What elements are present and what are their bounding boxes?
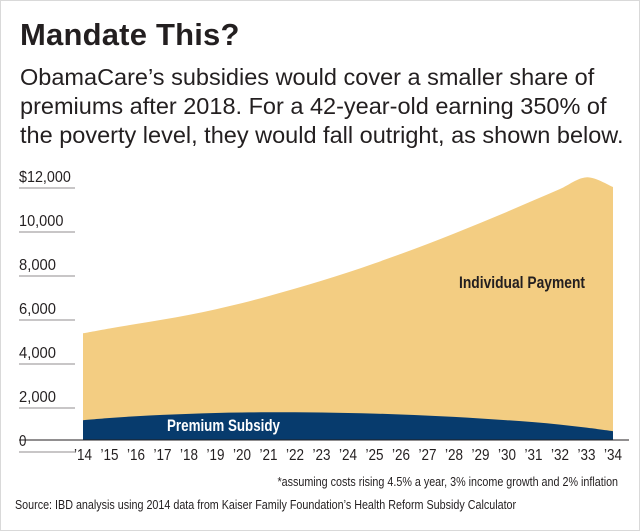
y-tick-label: 2,000 xyxy=(19,389,56,406)
chart-source: Source: IBD analysis using 2014 data fro… xyxy=(15,498,517,512)
y-tick-label: 6,000 xyxy=(19,301,56,318)
series-premium-subsidy-area xyxy=(83,412,613,440)
subtitle-line-3: the poverty level, they would fall outri… xyxy=(20,122,624,148)
chart-title: Mandate This? xyxy=(20,17,240,52)
y-tick-label: 0 xyxy=(19,433,27,450)
x-tick-label: ’34 xyxy=(604,447,622,464)
x-tick-label: ’26 xyxy=(392,447,410,464)
chart-subtitle: ObamaCare’s subsidies would cover a smal… xyxy=(20,63,630,150)
series-individual-payment-area xyxy=(83,177,613,440)
chart-footnote: *assuming costs rising 4.5% a year, 3% i… xyxy=(277,475,618,489)
x-tick-label: ’14 xyxy=(74,447,92,464)
x-tick-label: ’33 xyxy=(578,447,596,464)
x-tick-label: ’22 xyxy=(286,447,304,464)
y-tick-label: 10,000 xyxy=(19,213,64,230)
x-tick-label: ’18 xyxy=(180,447,198,464)
x-tick-label: ’21 xyxy=(260,447,278,464)
x-tick-label: ’16 xyxy=(127,447,145,464)
y-tick-label: $12,000 xyxy=(19,169,71,186)
x-tick-label: ’24 xyxy=(339,447,357,464)
x-tick-label: ’17 xyxy=(154,447,172,464)
area-chart: 0 2,000 4,000 6,000 8,000 10,000 $12,000 ’14 ’15… xyxy=(19,169,629,464)
y-tick-label: 4,000 xyxy=(19,345,56,362)
x-tick-label: ’20 xyxy=(233,447,251,464)
x-tick-label: ’19 xyxy=(207,447,225,464)
series-label-premium-subsidy: Premium Subsidy xyxy=(167,416,280,435)
x-tick-label: ’30 xyxy=(498,447,516,464)
x-tick-label: ’28 xyxy=(445,447,463,464)
series-label-individual-payment: Individual Payment xyxy=(459,273,585,292)
x-tick-label: ’15 xyxy=(101,447,119,464)
y-tick-label: 8,000 xyxy=(19,257,56,274)
subtitle-line-1: ObamaCare’s subsidies would cover a smal… xyxy=(20,64,595,90)
subtitle-line-2: premiums after 2018. For a 42-year-old e… xyxy=(20,93,607,119)
x-tick-label: ’31 xyxy=(525,447,543,464)
x-tick-label: ’29 xyxy=(472,447,490,464)
x-tick-label: ’23 xyxy=(313,447,331,464)
x-tick-label: ’27 xyxy=(419,447,437,464)
x-tick-label: ’32 xyxy=(551,447,569,464)
x-tick-label: ’25 xyxy=(366,447,384,464)
